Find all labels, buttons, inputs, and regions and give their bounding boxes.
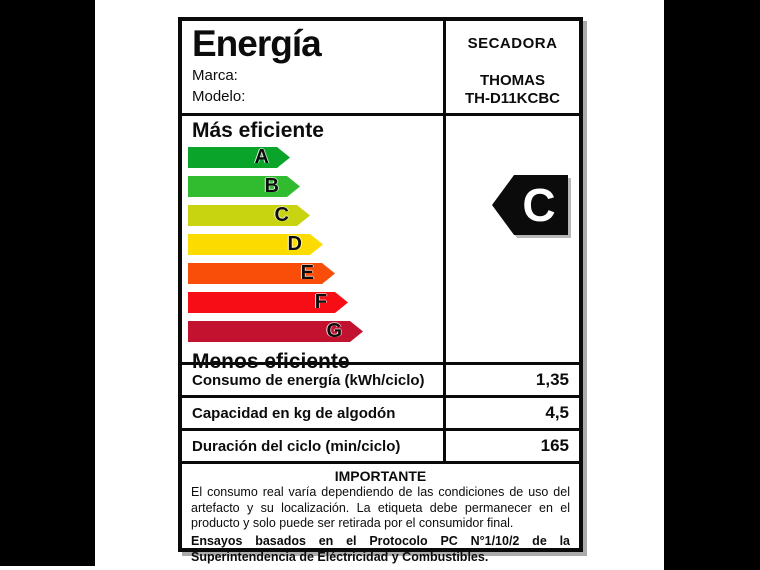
spec-label: Consumo de energía (kWh/ciclo) [192,371,425,389]
spec-row-cycle-duration: Duración del ciclo (min/ciclo) 165 [182,431,579,464]
notice-protocol: Ensayos basados en el Protocolo PC N°1/1… [191,533,570,564]
model-value: TH-D11KCBC [464,90,560,107]
label-header-right: SECADORA THOMAS TH-D11KCBC [443,21,579,113]
label-title: Energía [192,23,322,64]
rating-indicator-letter: C [492,175,568,235]
rating-arrow-d: D [188,234,323,255]
photo-background-left [0,0,95,566]
appliance-category: SECADORA [467,35,558,52]
rating-arrow-c: C [188,205,310,226]
more-efficient-caption: Más eficiente [192,119,324,142]
rating-indicator-area: C [443,116,579,362]
rating-arrow-a: A [188,147,290,168]
spec-row-energy-consumption: Consumo de energía (kWh/ciclo) 1,35 [182,365,579,398]
important-notice: IMPORTANTE El consumo real varía dependi… [182,464,579,565]
spec-value: 165 [443,431,579,461]
notice-title: IMPORTANTE [334,468,427,484]
spec-value: 4,5 [443,398,579,428]
spec-label: Capacidad en kg de algodón [192,404,396,422]
energy-efficiency-label: Energía Marca: Modelo: SECADORA THOMAS T… [178,17,583,564]
label-header: Energía Marca: Modelo: SECADORA THOMAS T… [182,21,579,116]
rating-indicator-arrow-icon: C [492,175,568,235]
model-field-label: Modelo: [192,88,246,105]
brand-field-label: Marca: [192,67,238,84]
spec-row-capacity: Capacidad en kg de algodón 4,5 [182,398,579,431]
rating-arrow-e: E [188,263,335,284]
photo-background-right [664,0,760,570]
less-efficient-caption: Menos eficiente [192,350,350,373]
label-header-left: Energía Marca: Modelo: [182,21,443,113]
brand-value: THOMAS [480,72,545,89]
spec-value: 1,35 [443,365,579,395]
rating-arrow-b: B [188,176,300,197]
rating-arrow-g: G [188,321,363,342]
notice-body: El consumo real varía dependiendo de las… [191,485,570,530]
rating-arrow-f: F [188,292,348,313]
spec-label: Duración del ciclo (min/ciclo) [192,437,401,455]
